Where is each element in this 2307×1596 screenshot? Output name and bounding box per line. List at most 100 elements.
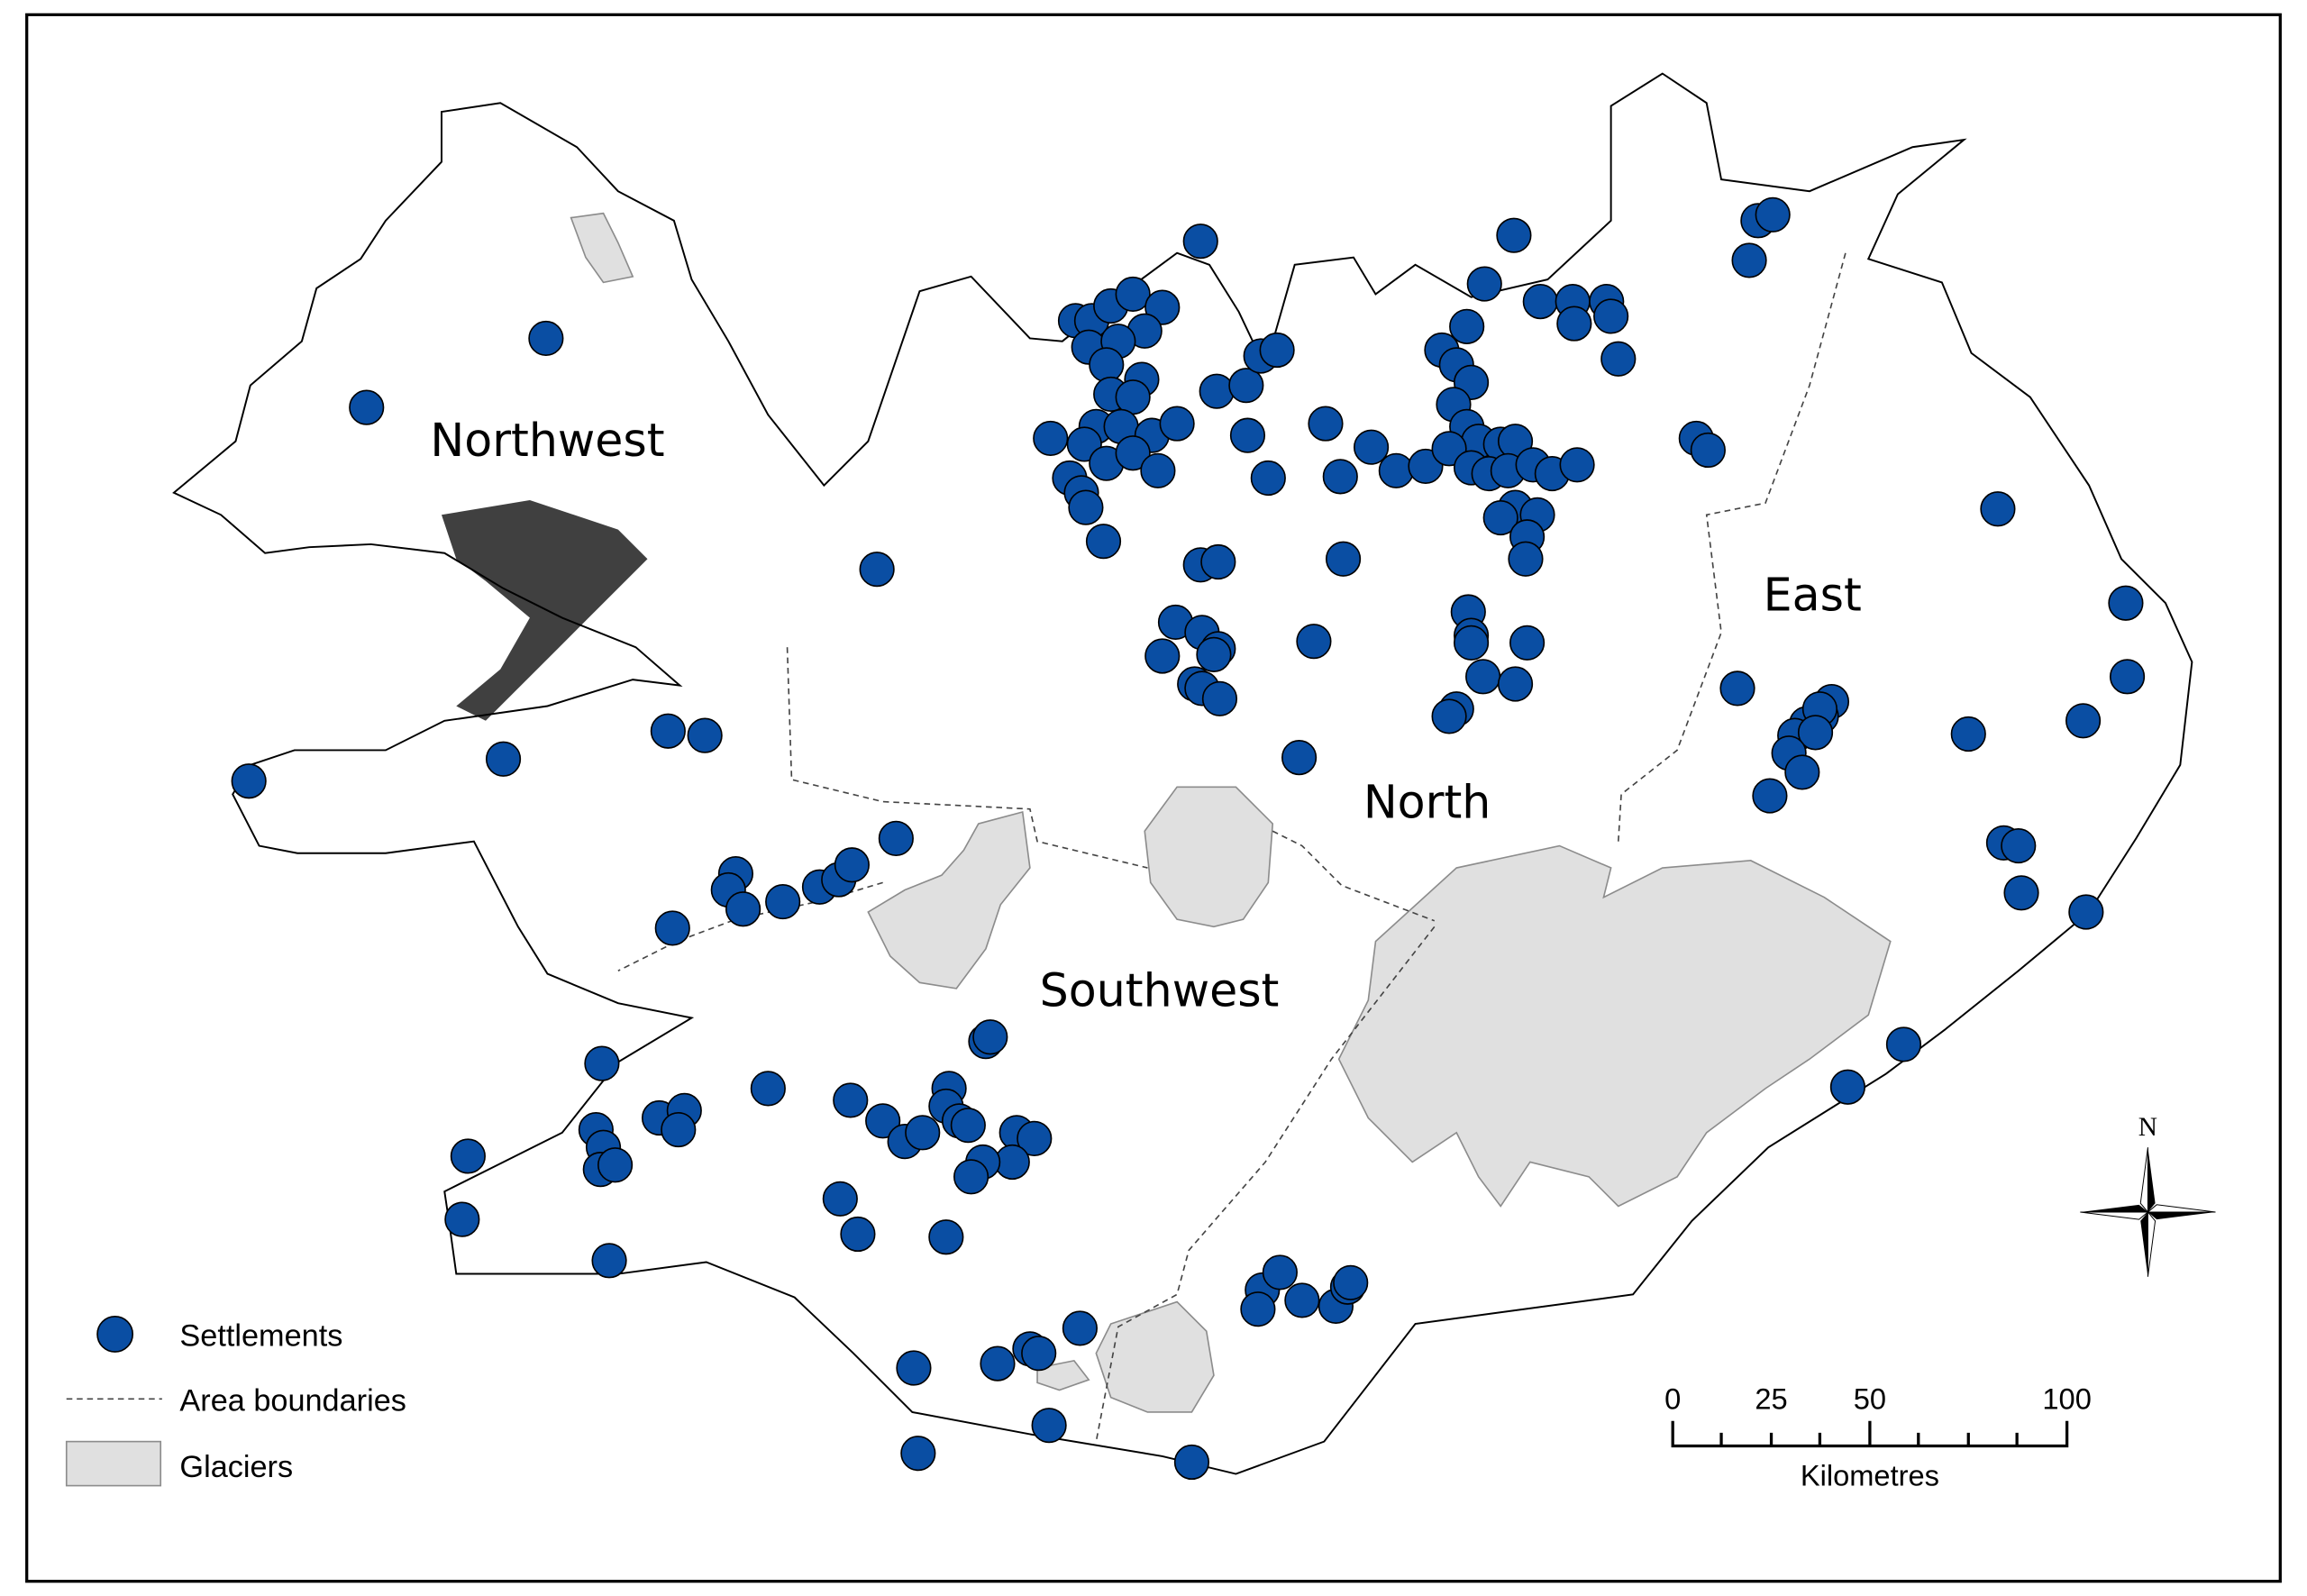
glacier-hofsjokull	[1144, 786, 1274, 928]
settlement-marker	[1085, 524, 1122, 560]
settlement-marker	[650, 713, 686, 749]
settlement-marker	[1229, 417, 1266, 453]
region-label-east: East	[1764, 568, 1862, 621]
region-label-southwest: Southwest	[1040, 963, 1280, 1017]
settlement-marker	[2003, 875, 2039, 911]
settlement-marker	[1333, 1264, 1369, 1300]
settlement-marker	[1797, 715, 1834, 751]
settlement-marker	[1508, 541, 1544, 577]
settlement-marker	[900, 1436, 936, 1472]
settlement-marker	[1950, 716, 1986, 752]
settlement-marker	[833, 1082, 869, 1118]
settlement-marker	[231, 763, 267, 799]
settlement-marker	[1690, 432, 1726, 469]
settlement-marker	[1200, 543, 1236, 580]
settlement-marker	[1033, 420, 1069, 456]
scale-tick-100: 100	[2042, 1382, 2091, 1416]
settlement-marker	[725, 891, 761, 927]
settlement-marker	[1885, 1026, 1922, 1062]
glacier-eyjafjallajokull	[1036, 1359, 1090, 1391]
settlement-marker	[597, 1147, 634, 1183]
settlement-marker	[1755, 196, 1791, 233]
settlement-marker	[1353, 429, 1390, 465]
area-boundaries	[617, 250, 1847, 1442]
boundary-northwest-north	[786, 647, 1148, 869]
settlement-marker	[1115, 435, 1151, 471]
settlement-marker	[450, 1138, 486, 1174]
settlement-marker	[1431, 698, 1467, 734]
settlement-marker	[1784, 754, 1820, 790]
settlement-marker	[1593, 298, 1629, 334]
settlement-marker	[1482, 499, 1518, 536]
legend-glacier-symbol	[65, 1440, 162, 1487]
settlement-marker	[928, 1219, 964, 1255]
settlement-marker	[1308, 406, 1344, 442]
settlement-marker	[1731, 242, 1767, 278]
legend: Settlements Area boundaries Glaciers	[65, 1316, 406, 1487]
settlement-marker	[980, 1345, 1016, 1382]
scale-unit: Kilometres	[1801, 1459, 1939, 1492]
boundary-north-south	[1272, 830, 1436, 922]
legend-settlement-symbol	[96, 1316, 134, 1353]
settlement-marker	[953, 1159, 989, 1195]
settlement-marker	[1228, 368, 1264, 404]
settlement-marker	[1159, 406, 1195, 442]
settlement-marker	[444, 1201, 480, 1237]
scale-bar: 0 25 50 100 Kilometres	[1664, 1382, 2092, 1492]
settlement-marker	[1408, 448, 1444, 485]
north-label: N	[2138, 1113, 2157, 1142]
glacier-drangajokull	[570, 212, 634, 284]
settlement-marker	[1062, 1310, 1098, 1346]
glacier-myrdalsjokull	[1095, 1300, 1215, 1413]
glacier-langjokull	[867, 810, 1031, 990]
settlement-marker	[1250, 460, 1286, 497]
settlement-marker	[661, 1111, 697, 1148]
settlement-marker	[1199, 373, 1235, 409]
settlement-marker	[2109, 659, 2146, 695]
settlement-marker	[1259, 332, 1295, 369]
settlement-marker	[896, 1350, 932, 1386]
settlement-marker	[822, 1181, 858, 1217]
settlement-marker	[878, 820, 914, 856]
settlement-marker	[1201, 680, 1238, 716]
settlement-marker	[1556, 306, 1592, 342]
settlement-marker	[1182, 223, 1218, 260]
legend-settlements-label: Settlements	[179, 1319, 342, 1354]
settlement-marker	[834, 847, 870, 883]
settlement-marker	[1325, 541, 1362, 577]
settlement-marker	[905, 1115, 941, 1151]
glacier-vatnajokull	[1337, 844, 1892, 1208]
settlement-marker	[528, 320, 564, 357]
settlement-marker	[1378, 452, 1414, 488]
settlement-marker	[1262, 1254, 1298, 1290]
settlements-layer	[231, 196, 2146, 1481]
settlement-marker	[1017, 1120, 1053, 1156]
settlement-marker	[865, 1103, 901, 1139]
settlement-marker	[1284, 1282, 1320, 1318]
region-label-north: North	[1363, 776, 1491, 829]
scale-tick-50: 50	[1854, 1382, 1886, 1416]
region-label-northwest: Northwest	[430, 414, 664, 467]
settlement-marker	[840, 1216, 876, 1253]
settlement-marker	[2068, 894, 2104, 930]
settlement-marker	[1021, 1336, 1057, 1372]
settlement-marker	[1980, 491, 2016, 527]
settlement-marker	[584, 1045, 620, 1081]
settlement-marker	[2108, 585, 2144, 621]
settlement-marker	[1453, 625, 1490, 661]
settlement-marker	[2065, 703, 2102, 739]
settlement-marker	[1140, 452, 1176, 488]
settlement-marker	[1144, 638, 1181, 674]
settlement-marker	[485, 741, 522, 777]
settlement-marker	[1509, 625, 1546, 661]
settlement-marker	[1829, 1069, 1866, 1105]
settlement-marker	[1497, 666, 1534, 702]
settlement-marker	[687, 717, 723, 753]
boundary-southwest-east	[1095, 926, 1436, 1442]
scale-tick-25: 25	[1755, 1382, 1787, 1416]
settlement-marker	[1115, 276, 1151, 313]
settlement-marker	[654, 910, 690, 946]
settlement-marker	[1465, 659, 1501, 695]
settlement-marker	[591, 1243, 627, 1279]
